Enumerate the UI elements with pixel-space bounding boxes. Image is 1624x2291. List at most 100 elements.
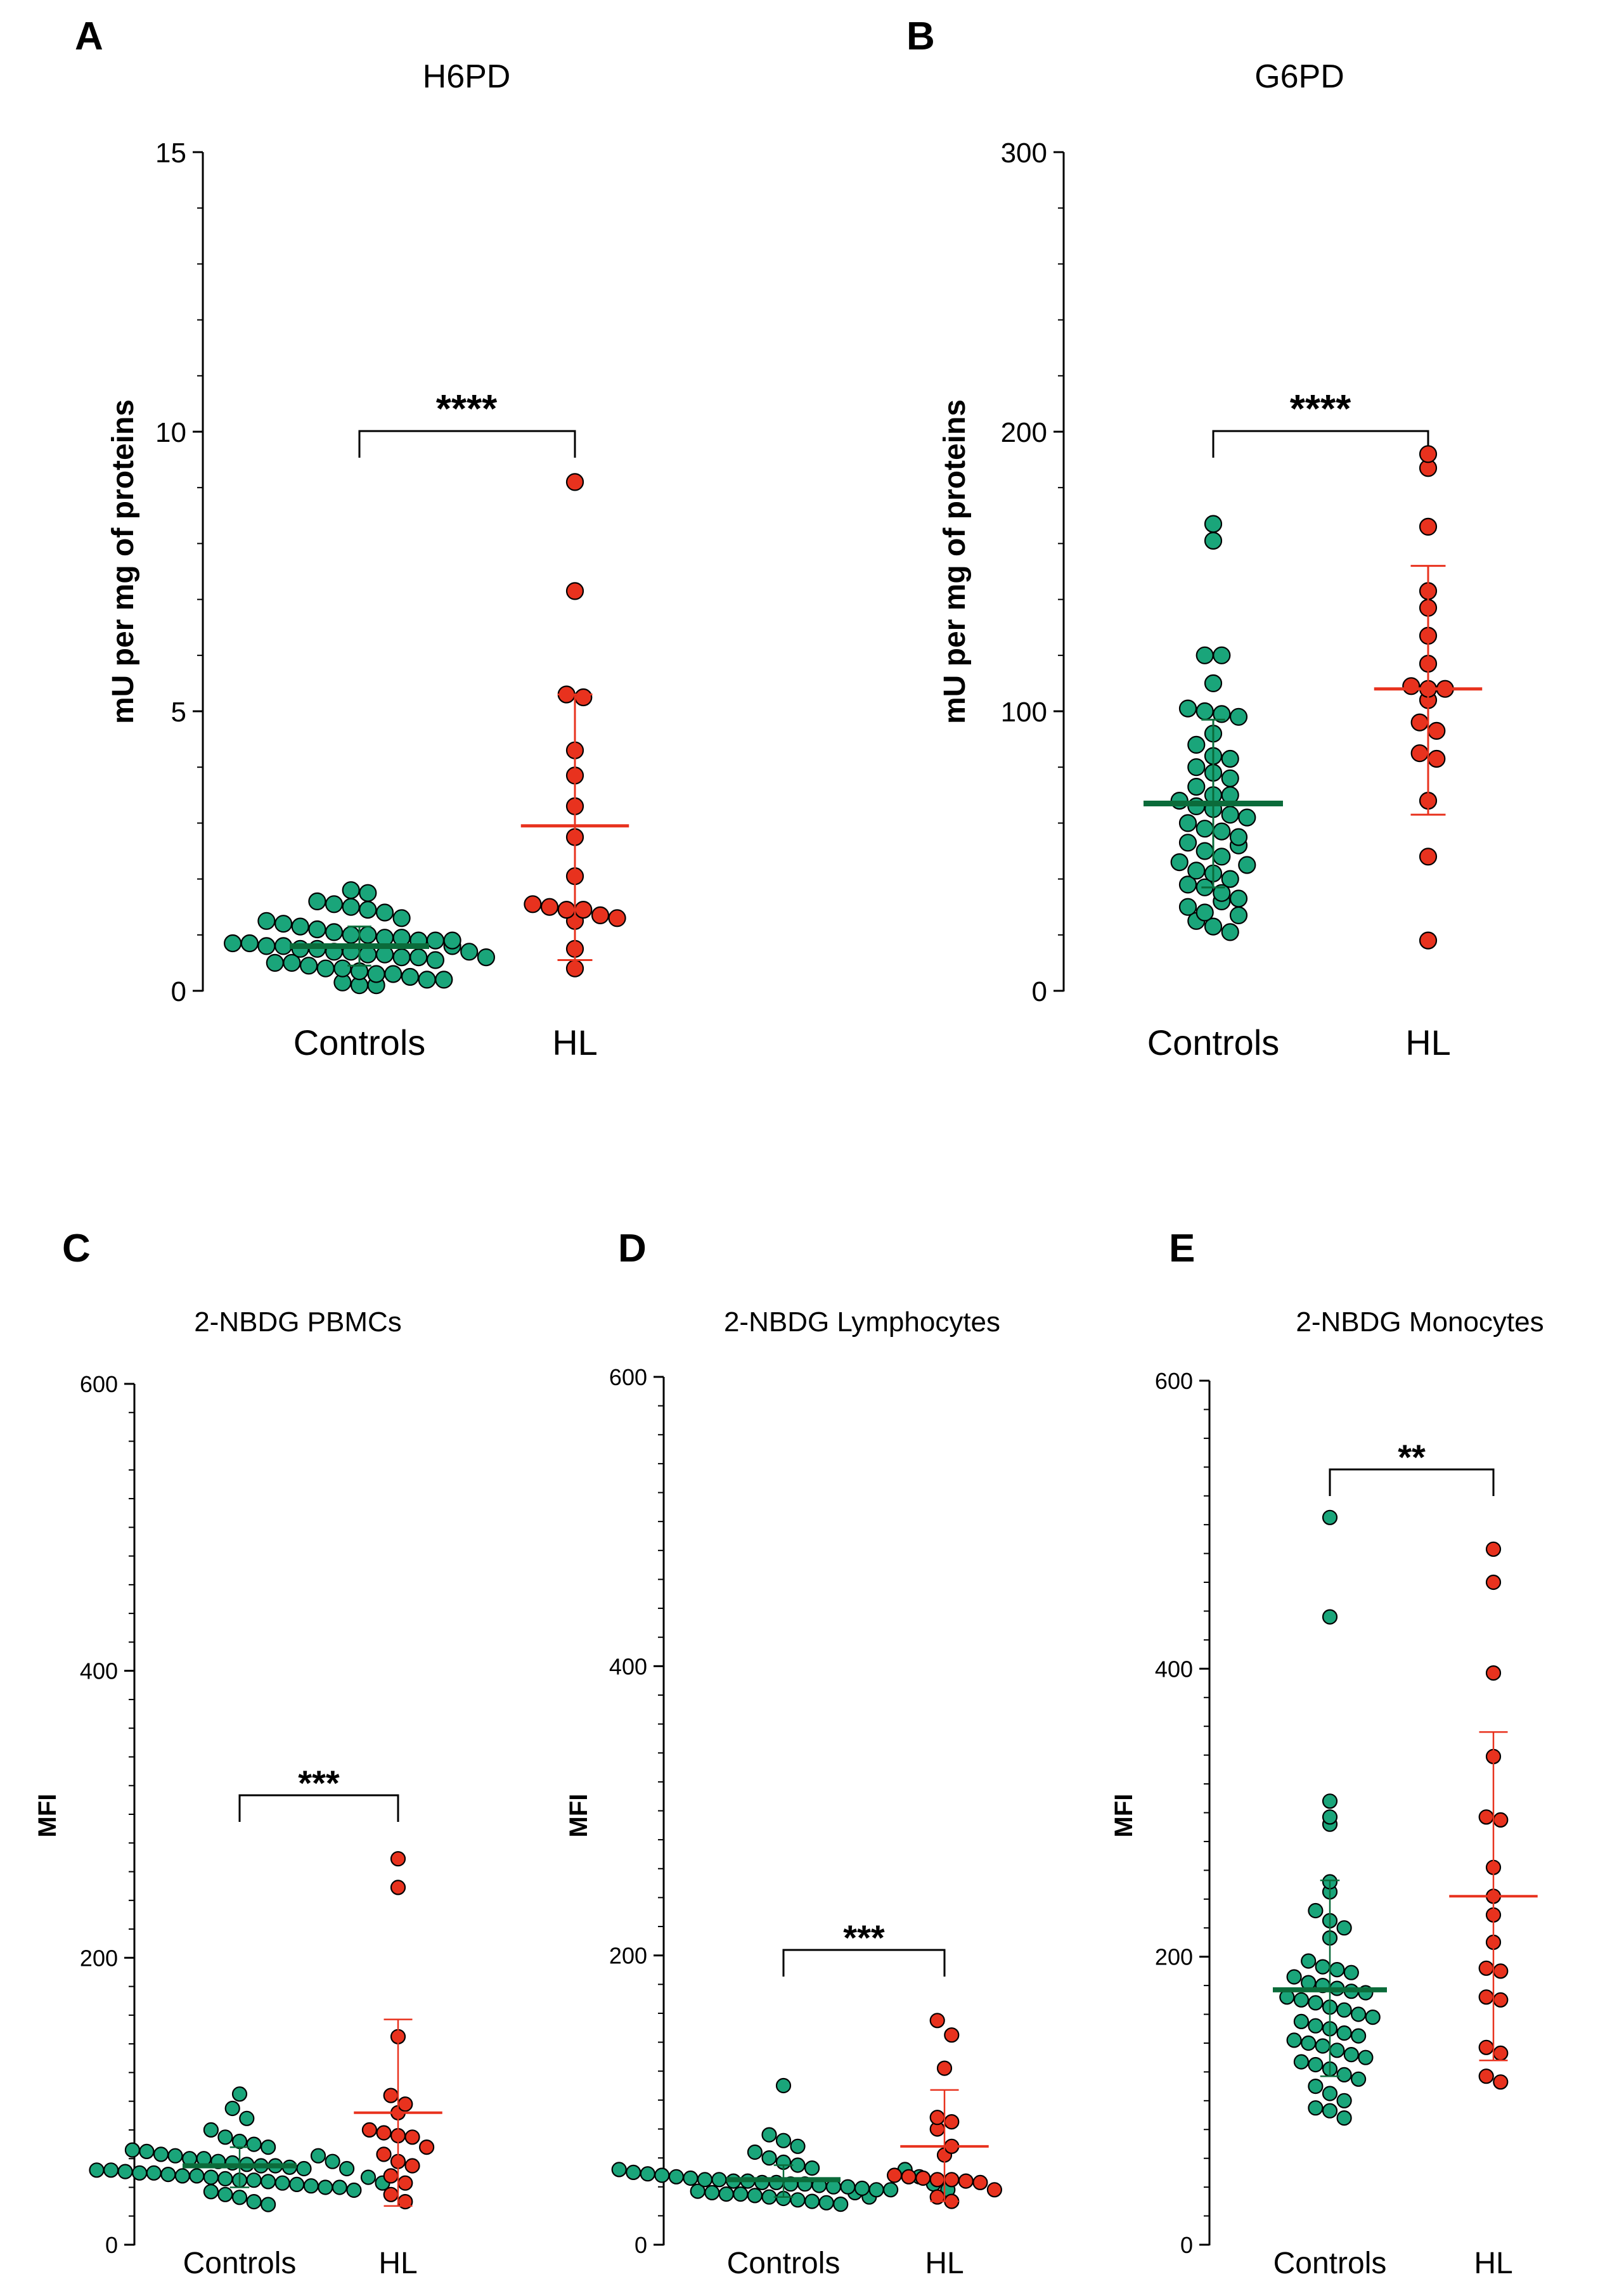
panel-b-controls-point [1221,769,1239,787]
panel-b-hl-point [1419,445,1438,463]
panel-a-ylabel: mU per mg of proteins [106,399,140,724]
panel-d: D 2-NBDG Lymphocytes MFI Controls HL ***… [565,1227,1003,2280]
panel-d-controls-point [854,2180,870,2197]
panel-a-controls-point [316,959,335,978]
panel-e-tick-label: 200 [1155,1944,1193,1970]
panel-a-controls-point [342,881,360,900]
panel-d-tick-label: 600 [609,1364,647,1390]
panel-a-controls-point [359,884,377,902]
panel-b-category-hl: HL [1405,1023,1451,1062]
panel-c-controls-point [103,2162,119,2178]
panel-e-controls-point [1343,1965,1359,1980]
panel-d-controls-point [747,2188,763,2204]
panel-c-tick-label: 200 [80,1945,118,1971]
panel-e-hl-point [1478,2039,1494,2055]
panel-c-hl-point [390,1851,406,1867]
panel-b-tick-label: 300 [1001,138,1047,169]
panel-d-controls-point [818,2195,834,2210]
panel-b-controls-point [1229,889,1248,908]
panel-c-controls-point [303,2178,319,2194]
panel-b-significance: **** [1290,387,1351,431]
panel-a-controls-point [477,948,496,967]
panel-a-controls-point [392,948,411,967]
panel-c-controls-point [325,2153,340,2169]
panel-e-tick-label: 0 [1180,2232,1193,2258]
panel-d-tick-label: 0 [635,2232,647,2258]
panel-e-controls-point [1322,1609,1338,1625]
panel-e-controls-point [1351,2006,1367,2022]
panel-c-controls-point [231,2133,248,2150]
panel-a-controls-point [325,923,344,941]
panel-a-hl-point [557,900,576,919]
panel-b-hl-point [1410,744,1429,763]
panel-d-controls-point [640,2166,655,2182]
panel-e-controls-point [1336,2093,1352,2108]
panel-e-tick-label: 400 [1155,1656,1193,1682]
panel-e-controls-point [1308,2018,1324,2034]
panel-b-controls-point [1195,842,1214,860]
panel-a-controls-point [342,926,360,944]
panel-a-controls-point [426,951,445,969]
panel-c-controls-point [261,2174,276,2190]
panel-c-controls-point [274,2175,290,2191]
panel-c-controls-point [296,2160,312,2177]
panel-b-controls-point [1221,749,1239,768]
panel-e-controls-point [1293,2054,1309,2070]
panel-e-controls-point [1365,2010,1381,2025]
panel-d-controls-point [747,2144,763,2160]
panel-c-controls-point [217,2171,233,2186]
panel-d-controls-point [626,2164,641,2180]
panel-e-category-controls: Controls [1273,2247,1387,2280]
panel-b-controls-point [1229,828,1248,846]
panel-a-controls-point [257,937,276,955]
panel-b-controls-point [1221,806,1239,824]
panel-c-controls-point [217,2186,233,2202]
panel-e-controls-point [1329,2043,1345,2058]
panel-b-ylabel: mU per mg of proteins [938,399,972,724]
panel-d-category-controls: Controls [727,2247,841,2280]
panel-b-controls-point [1187,862,1206,880]
panel-b-controls-point [1195,702,1214,721]
panel-e-controls-point [1293,1992,1309,2008]
panel-a-tick-label: 0 [171,976,186,1007]
panel-e-controls-point [1343,2047,1359,2063]
panel-e-controls-point [1301,2035,1317,2051]
panel-a-controls-point [426,931,445,950]
panel-a-controls-point [308,920,326,939]
panel-d-controls-point [804,2193,820,2209]
panel-a-controls-point [392,909,411,927]
panel-c-controls-point [231,2086,248,2102]
panel-e-significance-bracket [1329,1468,1495,1496]
panel-c-controls-point [189,2168,205,2184]
panel-d-tick-label: 200 [609,1943,647,1969]
panel-b-controls-point [1178,814,1197,832]
panel-a-significance-bracket [358,430,576,458]
panel-d-significance: *** [843,1918,885,1958]
panel-b-controls-point [1204,515,1223,533]
panel-b-hl-point [1427,721,1446,740]
panel-e-controls-point [1315,2038,1331,2054]
panel-b-controls-point [1213,822,1231,841]
panel-c-controls-point [217,2129,233,2145]
panel-c-significance-bracket [238,1794,399,1822]
panel-e-category-hl: HL [1474,2247,1512,2280]
panel-d-hl-point [958,2173,974,2189]
panel-e-ylabel: MFI [1110,1794,1138,1838]
panel-c-controls-point [174,2168,190,2184]
panel-c-controls-point [246,2136,262,2152]
panel-d-tick-label: 400 [609,1653,647,1679]
panel-a-hl-point [574,688,593,707]
panel-b-controls-point [1229,906,1248,925]
panel-a-controls-point [401,967,420,986]
panel-c-controls-point [289,2176,305,2192]
panel-c-controls-point [338,2160,355,2177]
panel-c-hl-point [383,2088,399,2103]
panel-d-controls-point [704,2185,720,2200]
panel-e-controls-point [1308,1902,1324,1919]
panel-a-controls-point [418,971,436,989]
panel-c-hl-point [383,2168,399,2184]
panel-a-controls-point [266,953,284,972]
panel-d-controls-point [790,2138,806,2154]
